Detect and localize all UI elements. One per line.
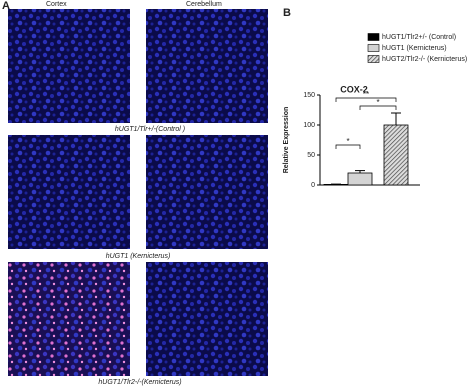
micrograph — [8, 9, 130, 123]
chart-title: COX-2 — [340, 84, 368, 94]
micrograph — [146, 262, 268, 376]
row-label: hUGT1/Tlr+/-(Control ) — [115, 126, 185, 133]
legend-label: hUGT1 (Kernicterus) — [382, 45, 447, 52]
significance-bracket — [359, 105, 397, 110]
y-axis-label: Relative Expression — [283, 107, 290, 174]
significance-label: ** — [363, 90, 369, 99]
legend-label: hUGT1/Tlr2+/- (Control) — [382, 34, 456, 41]
significance-label: * — [346, 137, 349, 146]
legend-label: hUGT2/Tlr2-/- (Kernicterus) — [382, 56, 467, 63]
y-tick-label: 100 — [303, 122, 315, 129]
bar — [323, 183, 349, 186]
bar — [347, 172, 373, 186]
legend-swatch — [367, 44, 380, 52]
y-tick-label: 0 — [311, 182, 315, 189]
micrograph — [146, 135, 268, 249]
bar — [383, 124, 409, 186]
y-tick-label: 50 — [307, 152, 315, 159]
column-label: Cortex — [46, 1, 67, 8]
micrograph — [8, 135, 130, 249]
legend-swatch — [367, 33, 380, 41]
significance-bracket — [335, 97, 397, 102]
column-label: Cerebellum — [186, 1, 222, 8]
row-label: hUGT1 (Kernicterus) — [106, 253, 171, 260]
micrograph — [146, 9, 268, 123]
chart: COX-2 Relative Expression — [283, 84, 368, 173]
significance-bracket — [335, 144, 361, 149]
significance-label: * — [376, 98, 379, 107]
y-tick-label: 150 — [303, 92, 315, 99]
panel-label: A — [2, 0, 10, 12]
legend-swatch — [367, 55, 380, 63]
micrograph — [8, 262, 130, 376]
panel-label: B — [283, 7, 291, 19]
row-label: hUGT1/Tlr2-/-(Kernicterus) — [98, 379, 181, 386]
